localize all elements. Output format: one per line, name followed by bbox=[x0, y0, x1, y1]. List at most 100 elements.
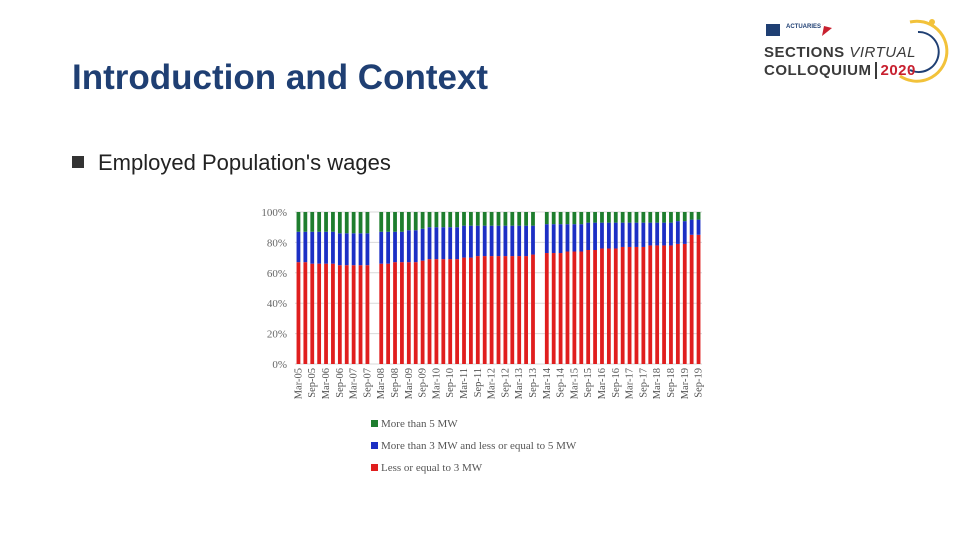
bar-segment bbox=[310, 212, 315, 232]
stacked-bar-chart: 0%20%40%60%80%100%Mar-05 Sep-05 Mar-06 Sep-… bbox=[261, 207, 705, 474]
bar-segment bbox=[413, 262, 418, 364]
bar-segment bbox=[462, 225, 466, 258]
bar-segment bbox=[379, 212, 384, 232]
bar-segment bbox=[675, 212, 680, 222]
bar-segment bbox=[413, 230, 418, 263]
logo-line-2: COLLOQUIUM 2020 bbox=[764, 62, 916, 79]
x-tick-label: Sep-15 bbox=[583, 368, 594, 398]
bar-segment bbox=[420, 228, 425, 261]
bar-segment bbox=[489, 225, 494, 257]
y-tick-label: 20% bbox=[267, 329, 287, 341]
bar-segment bbox=[675, 243, 680, 364]
bar-segment bbox=[551, 253, 556, 364]
bar-segment bbox=[627, 246, 632, 364]
legend-label: More than 3 MW and less or equal to 5 MW bbox=[381, 440, 577, 452]
orbit-dot-icon bbox=[929, 19, 935, 25]
bar-segment bbox=[351, 212, 356, 234]
bar-segment bbox=[434, 227, 439, 260]
x-tick-label: Mar-18 bbox=[652, 368, 663, 399]
bar-segment bbox=[689, 219, 694, 235]
bar-segment bbox=[565, 212, 570, 225]
y-tick-label: 80% bbox=[267, 237, 287, 249]
bar-segment bbox=[420, 260, 425, 364]
bar-segment bbox=[317, 263, 322, 364]
bar-segment bbox=[544, 224, 549, 254]
x-tick-label: Sep-19 bbox=[694, 368, 705, 398]
logo-line-1: SECTIONS VIRTUAL bbox=[764, 44, 916, 61]
logo-graphic bbox=[766, 19, 949, 83]
bar-segment bbox=[427, 227, 432, 260]
logo-colloquium-text: COLLOQUIUM bbox=[764, 62, 872, 79]
square-bullet-icon bbox=[72, 156, 84, 168]
bar-segment bbox=[551, 224, 556, 254]
logo-org-label: ACTUARIES bbox=[786, 24, 822, 30]
bar-segment bbox=[310, 231, 315, 264]
x-tick-label: Mar-19 bbox=[680, 368, 691, 399]
bar-segment bbox=[351, 265, 356, 364]
bar-segment bbox=[386, 212, 391, 232]
bar-segment bbox=[337, 212, 342, 234]
bar-segment bbox=[455, 227, 460, 260]
bar-segment bbox=[586, 212, 591, 223]
x-tick-label: Sep-16 bbox=[611, 368, 622, 398]
x-tick-label: Sep-17 bbox=[638, 368, 649, 398]
bar-segment bbox=[579, 251, 584, 364]
bar-segment bbox=[613, 222, 618, 249]
soa-badge-icon bbox=[766, 24, 780, 36]
bar-segment bbox=[551, 212, 556, 225]
legend-label: Less or equal to 3 MW bbox=[381, 462, 483, 474]
bar-segment bbox=[641, 222, 646, 247]
bar-segment bbox=[434, 212, 439, 228]
bar-segment bbox=[469, 225, 473, 258]
bar-segment bbox=[669, 222, 673, 246]
x-tick-label: Mar-10 bbox=[431, 368, 442, 399]
y-tick-label: 40% bbox=[267, 298, 287, 310]
x-tick-label: Mar-16 bbox=[597, 368, 608, 399]
bar-segment bbox=[455, 212, 460, 228]
bar-segment bbox=[689, 212, 694, 220]
bar-segment bbox=[606, 222, 611, 249]
bar-segment bbox=[572, 224, 577, 252]
bar-segment bbox=[296, 212, 301, 232]
bar-segment bbox=[455, 259, 460, 364]
bar-segment bbox=[331, 212, 335, 232]
bullet-text: Employed Population's wages bbox=[98, 150, 391, 175]
bar-segment bbox=[682, 212, 687, 222]
bar-segment bbox=[600, 212, 604, 223]
bar-segment bbox=[496, 256, 501, 364]
bar-segment bbox=[379, 231, 384, 264]
bar-segment bbox=[648, 222, 653, 246]
bar-segment bbox=[406, 262, 411, 364]
bar-segment bbox=[593, 212, 597, 223]
slide-title: Introduction and Context bbox=[72, 58, 489, 97]
bar-segment bbox=[517, 225, 522, 257]
bar-segment bbox=[682, 221, 687, 244]
bar-segment bbox=[303, 262, 308, 364]
x-tick-label: Mar-05 bbox=[293, 368, 304, 399]
bar-segment bbox=[358, 233, 363, 266]
bar-segment bbox=[593, 250, 597, 364]
bar-segment bbox=[613, 212, 618, 223]
bar-segment bbox=[572, 212, 577, 225]
bar-segment bbox=[489, 256, 494, 364]
bar-segment bbox=[510, 256, 515, 364]
bar-segment bbox=[579, 224, 584, 252]
bar-segment bbox=[655, 222, 660, 246]
bar-segment bbox=[503, 256, 508, 364]
bar-segment bbox=[462, 257, 466, 364]
bar-segment bbox=[620, 222, 625, 247]
bar-segment bbox=[303, 231, 308, 263]
bar-segment bbox=[351, 233, 356, 266]
bar-segment bbox=[517, 212, 522, 226]
bar-segment bbox=[606, 212, 611, 223]
bar-segment bbox=[696, 234, 701, 364]
bar-segment bbox=[296, 262, 301, 364]
x-tick-label: Sep-12 bbox=[500, 368, 511, 398]
bar-segment bbox=[324, 212, 328, 232]
bar-segment bbox=[620, 212, 625, 223]
bar-segment bbox=[475, 256, 480, 364]
bar-segment bbox=[400, 212, 404, 232]
bar-segment bbox=[558, 224, 563, 254]
x-tick-label: Mar-08 bbox=[376, 368, 387, 399]
bar-segment bbox=[393, 231, 397, 263]
